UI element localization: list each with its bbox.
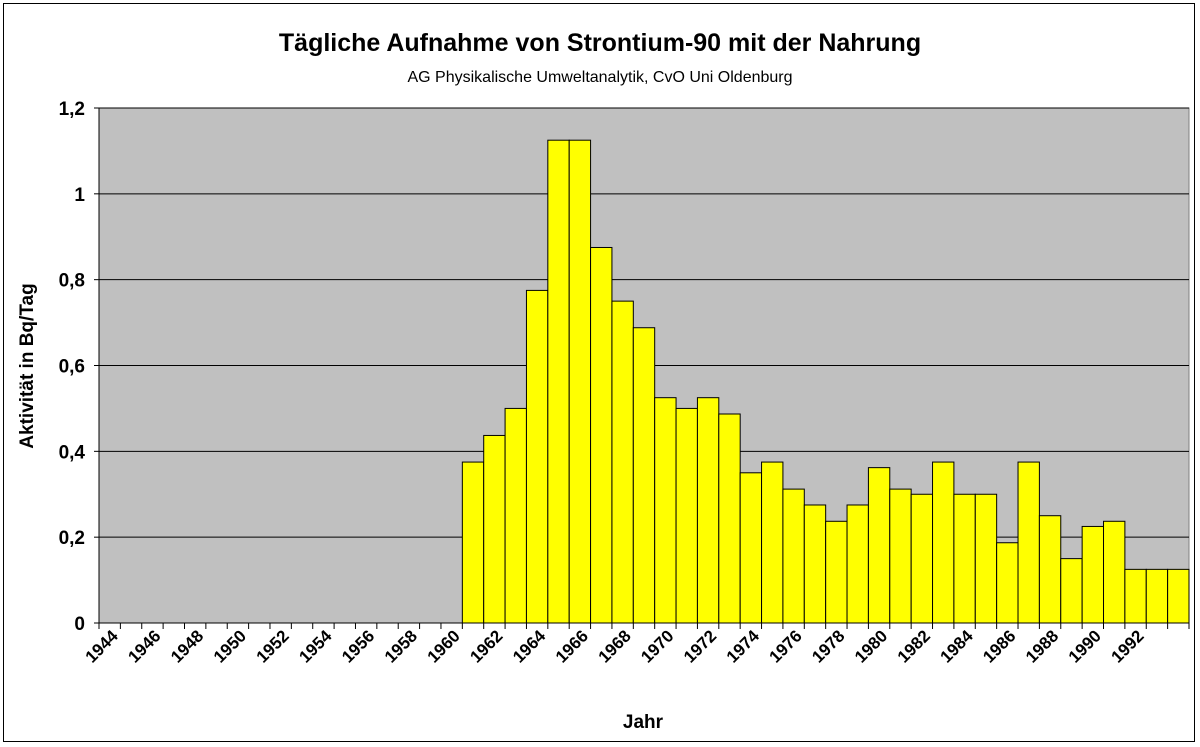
x-tick-label: 1966 <box>552 626 592 666</box>
bar <box>1167 568 1190 624</box>
bar <box>632 327 656 624</box>
x-tick-label: 1952 <box>253 626 293 666</box>
bar <box>1124 568 1147 624</box>
bar <box>825 520 848 624</box>
x-tick-label: 1976 <box>766 626 806 666</box>
bar <box>1038 515 1062 624</box>
x-tick-label: 1948 <box>167 626 207 666</box>
bar <box>675 407 698 624</box>
x-tick-label: 1978 <box>808 626 848 666</box>
x-tick-label: 1974 <box>723 626 764 667</box>
bar <box>504 407 527 624</box>
y-tick-label: 1 <box>74 185 85 206</box>
bar <box>867 467 891 624</box>
bar <box>590 246 613 624</box>
x-tick-label: 1962 <box>466 626 506 666</box>
x-tick-label: 1986 <box>979 626 1019 666</box>
x-tick-label: 1958 <box>381 626 421 666</box>
bar <box>739 472 763 624</box>
y-tick-label: 0,2 <box>59 528 85 549</box>
x-tick-label: 1968 <box>595 626 635 666</box>
bar <box>1060 558 1083 624</box>
bar <box>910 493 934 624</box>
x-tick-label: 1960 <box>424 626 464 666</box>
x-tick-label: 1992 <box>1108 626 1148 666</box>
y-tick-label: 0,8 <box>59 271 85 292</box>
bar <box>974 493 998 624</box>
bar <box>525 289 549 624</box>
y-tick-label: 0,6 <box>59 357 85 378</box>
bar <box>568 139 592 624</box>
x-tick-label: 1984 <box>937 626 978 667</box>
bar <box>1017 461 1040 624</box>
bar <box>547 139 570 624</box>
bar <box>1145 568 1169 624</box>
x-tick-label: 1944 <box>82 626 123 667</box>
x-tick-label: 1946 <box>124 626 164 666</box>
bar <box>803 504 827 624</box>
bar <box>761 461 784 624</box>
x-tick-label: 1990 <box>1065 626 1105 666</box>
bar <box>1103 520 1126 624</box>
bar <box>718 413 741 624</box>
bar <box>654 397 677 624</box>
bar <box>461 461 485 624</box>
y-tick-label: 0,4 <box>59 442 86 463</box>
bar <box>953 493 976 624</box>
x-tick-label: 1982 <box>894 626 934 666</box>
bar <box>696 397 720 624</box>
bar <box>932 461 955 624</box>
bar <box>846 504 869 624</box>
bar <box>483 434 506 624</box>
chart-subtitle: AG Physikalische Umweltanalytik, CvO Uni… <box>407 69 793 86</box>
bar <box>611 300 634 624</box>
bar <box>889 488 912 624</box>
x-tick-label: 1980 <box>851 626 891 666</box>
chart-title: Tägliche Aufnahme von Strontium-90 mit d… <box>278 29 922 57</box>
y-tick-label: 0 <box>74 614 85 635</box>
y-tick-label: 1,2 <box>59 99 85 120</box>
bar <box>996 542 1019 624</box>
x-tick-label: 1950 <box>210 626 250 666</box>
x-tick-label: 1972 <box>680 626 720 666</box>
x-tick-label: 1988 <box>1022 626 1062 666</box>
x-tick-label: 1956 <box>338 626 378 666</box>
y-axis-label: Aktivität in Bq/Tag <box>17 283 38 448</box>
x-tick-label: 1964 <box>509 626 550 667</box>
x-axis-label: Jahr <box>623 712 664 733</box>
bar <box>1081 525 1105 624</box>
x-tick-label: 1970 <box>637 626 677 666</box>
x-tick-label: 1954 <box>295 626 336 667</box>
bar <box>782 488 805 624</box>
